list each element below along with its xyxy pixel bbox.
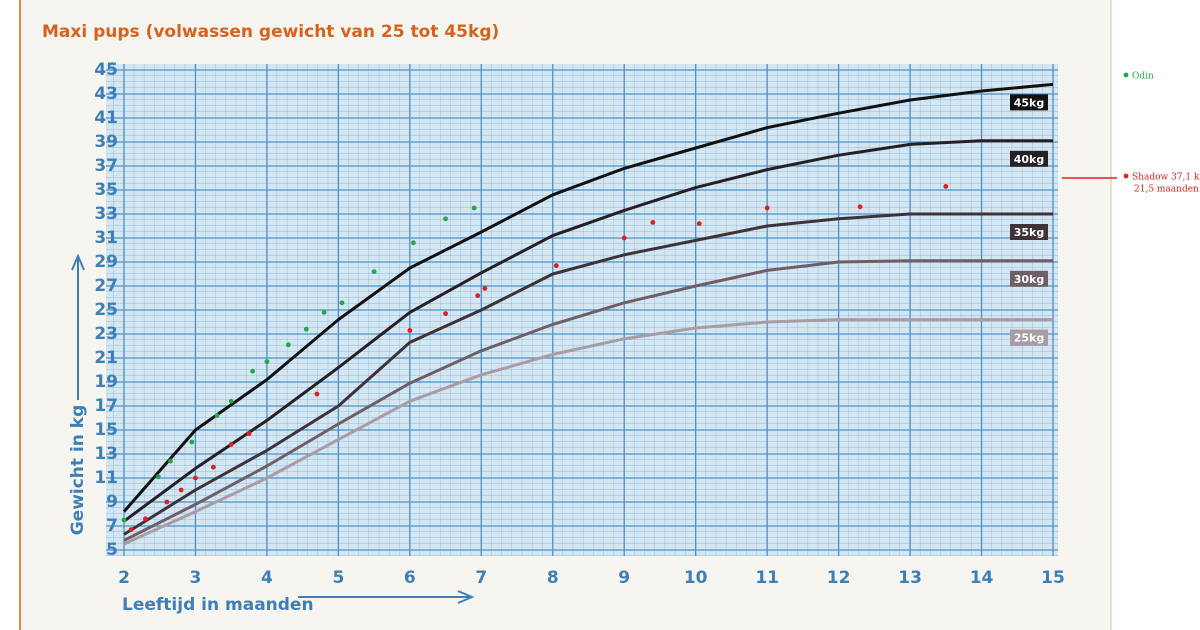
weight-point — [128, 527, 134, 532]
legend-dot — [1123, 173, 1129, 179]
legend-dot — [1123, 72, 1129, 78]
growth-curve — [123, 212, 1053, 536]
legend-label: Odin — [1132, 72, 1154, 82]
x-tick-label: 13 — [898, 568, 922, 588]
y-tick-label: 15 — [94, 420, 118, 440]
y-tick-label: 39 — [94, 132, 118, 152]
weight-point — [857, 204, 863, 210]
weight-point — [285, 342, 291, 348]
annotation: 21,5 maanden — [1134, 185, 1199, 195]
weight-point — [228, 398, 234, 404]
curve-label-box — [1010, 224, 1048, 240]
weight-point — [443, 311, 448, 316]
x-tick-label: 10 — [684, 568, 708, 588]
weight-point — [303, 326, 309, 332]
weight-point — [371, 269, 377, 274]
weight-point — [411, 240, 416, 246]
weight-point — [193, 475, 198, 481]
y-tick-label: 29 — [94, 252, 118, 272]
y-tick-label: 25 — [94, 300, 118, 320]
weight-point — [121, 517, 127, 523]
growth-curve — [123, 139, 1053, 523]
y-axis-arrow — [71, 253, 85, 400]
x-axis-title: Leeftijd in maanden — [122, 595, 314, 615]
curve-label-box — [1010, 329, 1048, 346]
y-tick-label: 33 — [94, 204, 118, 224]
x-tick-label: 6 — [404, 568, 416, 588]
weight-point — [143, 516, 148, 522]
weight-point — [214, 413, 220, 418]
chart-title: Maxi pups (volwassen gewicht van 25 tot … — [42, 22, 499, 42]
weight-point — [178, 487, 184, 493]
y-tick-label: 37 — [94, 156, 118, 176]
x-tick-label: 7 — [475, 568, 487, 588]
weight-point — [443, 216, 448, 222]
weight-point — [228, 442, 234, 447]
y-tick-label: 9 — [106, 492, 118, 512]
x-tick-label: 14 — [970, 568, 994, 588]
x-tick-label: 4 — [261, 568, 273, 588]
weight-point — [250, 368, 256, 374]
curve-label: 35kg — [1014, 226, 1045, 239]
weight-point — [482, 286, 488, 291]
growth-curve — [123, 318, 1053, 546]
x-tick-label: 11 — [755, 568, 779, 588]
y-tick-label: 31 — [94, 228, 118, 248]
x-tick-label: 2 — [118, 568, 130, 588]
x-tick-label: 12 — [827, 568, 851, 588]
curve-label: 40kg — [1014, 153, 1045, 166]
growth-curve — [122, 82, 1054, 513]
curve-label: 25kg — [1014, 332, 1045, 345]
weight-point — [314, 391, 320, 397]
weight-point — [168, 458, 173, 464]
weight-point — [246, 431, 252, 436]
x-tick-label: 15 — [1041, 568, 1065, 588]
weight-point — [407, 328, 413, 333]
curve-label-box — [1010, 150, 1048, 167]
weight-point — [339, 300, 345, 306]
x-axis-arrow — [298, 590, 475, 604]
weight-point — [471, 205, 477, 211]
y-tick-label: 21 — [94, 348, 118, 368]
curve-label: 45kg — [1014, 96, 1045, 109]
y-tick-label: 19 — [94, 372, 118, 392]
weight-point — [189, 439, 195, 445]
y-axis-title: Gewicht in kg — [68, 405, 88, 536]
weight-point — [321, 310, 327, 315]
x-tick-label: 5 — [332, 568, 344, 588]
weight-point — [764, 205, 770, 211]
y-tick-label: 17 — [94, 396, 118, 416]
y-tick-label: 41 — [94, 108, 118, 128]
curve-label-box — [1010, 270, 1048, 287]
weight-point — [553, 263, 559, 268]
x-tick-label: 8 — [547, 568, 559, 588]
weight-point — [475, 293, 481, 298]
weight-point — [264, 359, 270, 364]
y-tick-label: 7 — [106, 516, 118, 536]
weight-point — [210, 464, 216, 470]
legend-label: Shadow 37,1 k — [1132, 173, 1200, 183]
y-tick-label: 27 — [94, 276, 118, 296]
weight-point — [943, 184, 949, 189]
weight-point — [650, 220, 656, 225]
curve-label-box — [1010, 94, 1048, 111]
curve-label: 30kg — [1014, 273, 1045, 286]
y-tick-label: 35 — [94, 180, 118, 200]
weight-point — [621, 235, 627, 241]
y-tick-label: 45 — [94, 60, 118, 80]
growth-curve — [123, 259, 1053, 542]
weight-point — [696, 221, 702, 227]
y-tick-label: 43 — [94, 84, 118, 104]
x-tick-label: 3 — [190, 568, 202, 588]
weight-point — [164, 499, 170, 505]
weight-point — [155, 474, 161, 480]
y-tick-label: 11 — [94, 468, 118, 488]
y-tick-label: 13 — [94, 444, 118, 464]
y-tick-label: 5 — [106, 540, 118, 560]
y-tick-label: 23 — [94, 324, 118, 344]
x-tick-label: 9 — [618, 568, 630, 588]
